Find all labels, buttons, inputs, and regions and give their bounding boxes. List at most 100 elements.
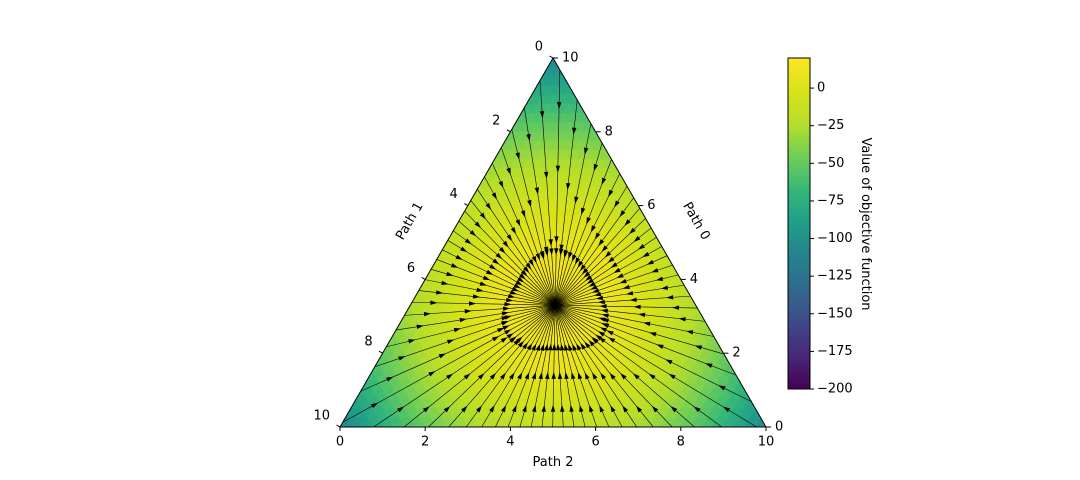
stream-arrow — [665, 359, 673, 365]
path-0-tick-label: 4 — [690, 272, 698, 287]
stream-arrow — [520, 210, 526, 218]
stream-arrow — [416, 324, 424, 329]
stream-arrow — [504, 329, 512, 335]
heatmap-cell — [541, 417, 554, 427]
colorbar: 0 −25 −50 −75 −100 −125 −150 −175 −200 Value of … — [787, 57, 873, 397]
stream-arrow — [598, 239, 605, 247]
colorbar-tick-label: −25 — [817, 118, 844, 133]
stream-arrow — [498, 180, 504, 189]
stream-arrow — [566, 182, 571, 191]
stream-arrow — [722, 406, 731, 413]
axis-label-path-2: Path 2 — [533, 455, 574, 470]
stream-arrow — [718, 385, 726, 391]
stream-arrow — [498, 246, 506, 254]
heatmap-cell — [509, 417, 522, 427]
stream-arrow — [610, 405, 616, 413]
stream-arrow — [541, 404, 546, 412]
path-1-tick — [378, 350, 383, 354]
stream-arrow — [509, 290, 518, 295]
stream-arrow — [576, 343, 582, 351]
path-1-tick — [506, 129, 511, 133]
stream-arrow — [479, 281, 487, 286]
stream-arrow — [511, 286, 520, 292]
stream-arrow — [476, 287, 484, 292]
stream-arrow — [489, 372, 497, 380]
colorbar-tick-label: −75 — [817, 193, 844, 208]
path-0-tick-label: 8 — [605, 124, 613, 139]
heatmap-cell — [733, 417, 746, 427]
stream-arrow — [633, 235, 641, 243]
stream-arrow — [597, 299, 605, 305]
stream-arrow — [590, 284, 598, 290]
path-1-tick — [336, 424, 341, 428]
path-1-tick — [421, 276, 426, 280]
stream-arrow — [590, 225, 596, 233]
path-1-tick-label: 0 — [535, 40, 543, 55]
heatmap-cell — [499, 417, 511, 427]
heatmap-cell — [360, 417, 373, 427]
stream-arrow — [555, 165, 561, 173]
stream-arrow — [694, 345, 703, 350]
stream-arrow — [554, 248, 559, 256]
stream-arrow — [595, 334, 603, 341]
stream-arrow — [461, 405, 468, 413]
stream-arrow — [515, 280, 523, 286]
path-2-tick-label: 0 — [336, 435, 344, 450]
stream-arrow — [539, 343, 545, 352]
path-0-tick-label: 0 — [775, 420, 783, 435]
heatmap-cell — [573, 417, 586, 427]
stream-arrow — [491, 192, 497, 200]
stream-arrow — [649, 332, 657, 337]
colorbar-tick-label: 0 — [817, 81, 825, 96]
colorbar-tick-label: −175 — [817, 344, 853, 359]
stream-arrow — [469, 301, 477, 306]
stream-arrow — [668, 373, 676, 380]
stream-arrow — [477, 373, 485, 380]
stream-arrow — [513, 338, 521, 346]
heatmap-cell — [520, 417, 533, 427]
stream-arrow — [544, 249, 549, 257]
stream-arrow — [422, 406, 430, 413]
path-1-tick-label: 8 — [364, 335, 372, 350]
stream-arrow — [564, 371, 569, 380]
stream-arrow — [370, 402, 379, 409]
stream-arrow — [446, 271, 454, 276]
path-0-tick-label: 6 — [647, 198, 655, 213]
stream-arrow — [614, 200, 620, 208]
stream-arrow — [531, 404, 537, 413]
heatmap-cell — [584, 417, 597, 427]
stream-arrow — [463, 373, 471, 380]
heatmap-cell — [392, 417, 405, 427]
stream-arrow — [572, 343, 577, 352]
stream-arrow — [557, 371, 563, 379]
stream-arrow — [607, 256, 615, 263]
stream-arrow — [526, 343, 533, 351]
stream-arrow — [486, 269, 494, 275]
stream-arrow — [633, 304, 641, 310]
stream-arrow — [517, 372, 523, 380]
stream-arrow — [398, 356, 406, 361]
path-2-tick-label: 2 — [421, 435, 429, 450]
stream-arrow — [504, 315, 512, 320]
stream-arrow — [619, 278, 627, 284]
stream-arrow — [509, 336, 517, 343]
stream-arrow — [485, 202, 492, 210]
stream-arrow — [584, 372, 590, 380]
stream-arrow — [589, 404, 594, 413]
stream-arrow — [511, 405, 517, 413]
stream-arrow — [506, 333, 514, 339]
stream-arrow — [515, 219, 521, 227]
stream-arrow — [575, 257, 581, 265]
stream-arrow — [501, 321, 509, 326]
stream-arrow — [670, 406, 678, 413]
stream-arrow — [460, 246, 468, 253]
heatmap-cell — [371, 417, 384, 427]
stream-arrow — [501, 405, 507, 413]
stream-arrow — [523, 266, 530, 274]
stream-arrow — [592, 288, 600, 293]
stream-arrow — [502, 240, 509, 248]
path-1-tick-label: 10 — [313, 409, 330, 424]
stream-arrow — [583, 147, 589, 155]
stream-arrow — [535, 253, 540, 261]
